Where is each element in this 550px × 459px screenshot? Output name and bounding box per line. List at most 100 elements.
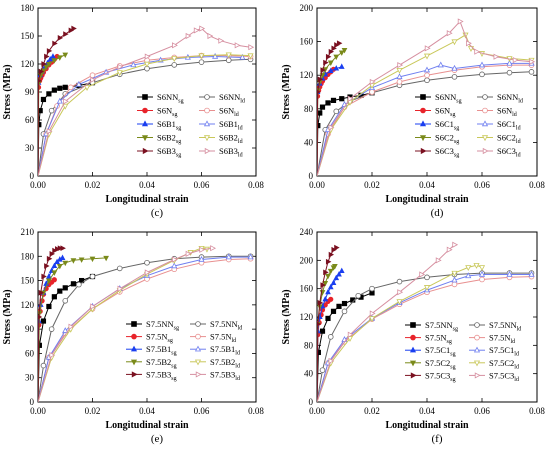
data-point bbox=[336, 303, 342, 309]
series-s6c3-sg bbox=[317, 40, 343, 176]
data-point bbox=[325, 53, 332, 60]
series-s75nn-sg bbox=[317, 290, 375, 402]
y-tick-label: 200 bbox=[300, 255, 314, 265]
data-point bbox=[328, 357, 335, 364]
data-point bbox=[474, 48, 481, 55]
data-point bbox=[452, 241, 459, 248]
data-point bbox=[341, 47, 348, 54]
data-point bbox=[48, 107, 55, 114]
legend-marker bbox=[482, 147, 489, 155]
legend-subscript: ld bbox=[235, 351, 240, 357]
data-point bbox=[330, 97, 337, 103]
x-tick-label: 0.08 bbox=[248, 180, 264, 190]
legend-subscript: ld bbox=[234, 112, 239, 118]
data-point bbox=[479, 71, 485, 78]
legend-item: S6C2sg bbox=[415, 133, 459, 146]
data-point bbox=[330, 279, 337, 286]
data-point bbox=[396, 278, 403, 285]
x-axis-label: Longitudinal strain bbox=[105, 420, 189, 431]
series-line bbox=[38, 58, 251, 176]
x-tick-label: 0.02 bbox=[85, 180, 101, 190]
data-point bbox=[493, 53, 500, 60]
data-point bbox=[56, 97, 63, 104]
legend-marker bbox=[420, 107, 426, 114]
x-tick-label: 0.06 bbox=[194, 406, 210, 416]
legend-marker bbox=[481, 135, 489, 142]
legend-subscript: ld bbox=[238, 126, 243, 132]
data-point bbox=[317, 299, 324, 306]
data-point bbox=[451, 270, 458, 277]
legend-label: S7.5NNld bbox=[210, 319, 242, 332]
legend-marker bbox=[204, 94, 210, 100]
legend-marker bbox=[474, 322, 480, 328]
legend-marker bbox=[410, 372, 417, 379]
data-point bbox=[51, 270, 58, 276]
legend-marker bbox=[131, 321, 137, 327]
data-point bbox=[185, 32, 192, 40]
legend-label: S7.5B3ld bbox=[210, 369, 240, 382]
data-point bbox=[451, 64, 458, 71]
legend-item: S6Nld bbox=[477, 106, 517, 118]
data-point bbox=[338, 267, 345, 274]
data-point bbox=[506, 59, 513, 66]
x-tick-label: 0.04 bbox=[139, 406, 155, 416]
legend-item: S6C3ld bbox=[477, 146, 521, 159]
series-s75c3-sg bbox=[317, 244, 340, 402]
data-point bbox=[51, 262, 58, 269]
legend-item: S7.5NNsg bbox=[126, 319, 179, 332]
chart-panel: 0.00 0.02 0.04 0.06 0.08 0 30 60 90 120 150 180 Long… bbox=[2, 3, 264, 219]
y-tick-label: 0 bbox=[309, 397, 314, 407]
data-point bbox=[62, 298, 69, 304]
series-s6b3-ld bbox=[38, 25, 255, 176]
legend-subscript: ld bbox=[238, 326, 243, 332]
legend-subscript: ld bbox=[235, 376, 240, 382]
y-tick-label: 240 bbox=[300, 227, 314, 237]
data-point bbox=[71, 25, 77, 32]
legend-label: S7.5C1ld bbox=[489, 345, 519, 358]
legend-label: S7.5C2ld bbox=[489, 358, 519, 371]
legend-subscript: ld bbox=[516, 153, 521, 159]
data-point bbox=[171, 262, 178, 269]
data-point bbox=[41, 61, 47, 67]
data-point bbox=[478, 270, 486, 277]
x-axis-label: Longitudinal strain bbox=[385, 420, 469, 431]
legend-item: S7.5Nsg bbox=[405, 333, 452, 345]
legend-subscript: sg bbox=[176, 139, 181, 145]
y-tick-label: 60 bbox=[25, 115, 35, 125]
legend-marker bbox=[409, 346, 417, 353]
legend-item: S7.5C2ld bbox=[469, 358, 519, 371]
data-point bbox=[327, 283, 334, 290]
x-tick-label: 0.06 bbox=[194, 180, 210, 190]
legend-label: S6C2sg bbox=[435, 133, 459, 146]
data-point bbox=[424, 72, 430, 78]
legend-item: S7.5C2sg bbox=[405, 358, 456, 370]
x-tick-label: 0.08 bbox=[529, 406, 545, 416]
data-point bbox=[325, 258, 332, 265]
data-point bbox=[38, 68, 45, 75]
data-point bbox=[89, 72, 96, 78]
data-point bbox=[423, 285, 431, 291]
data-point bbox=[466, 40, 472, 47]
legend-item: S7.5C3ld bbox=[469, 370, 519, 383]
data-point bbox=[59, 254, 66, 260]
data-point bbox=[317, 349, 321, 356]
legend-marker bbox=[195, 321, 201, 327]
data-point bbox=[171, 62, 178, 68]
data-point bbox=[144, 259, 150, 266]
data-point bbox=[424, 45, 431, 52]
legend-subscript: ld bbox=[232, 338, 237, 344]
data-point bbox=[38, 289, 45, 296]
legend-marker bbox=[409, 360, 417, 367]
legend-item: S6NNld bbox=[199, 92, 245, 105]
legend-subscript: ld bbox=[517, 327, 522, 333]
legend-item: S7.5B2ld bbox=[190, 357, 240, 369]
legend-marker bbox=[141, 135, 149, 142]
series-line bbox=[317, 292, 373, 402]
series-line bbox=[38, 55, 243, 176]
data-point bbox=[328, 48, 335, 55]
legend-item: S6B2ld bbox=[199, 133, 243, 145]
legend-label: S6C2ld bbox=[497, 133, 521, 146]
legend-subscript: sg bbox=[174, 326, 179, 332]
legend-item: S6Nsg bbox=[415, 106, 455, 118]
